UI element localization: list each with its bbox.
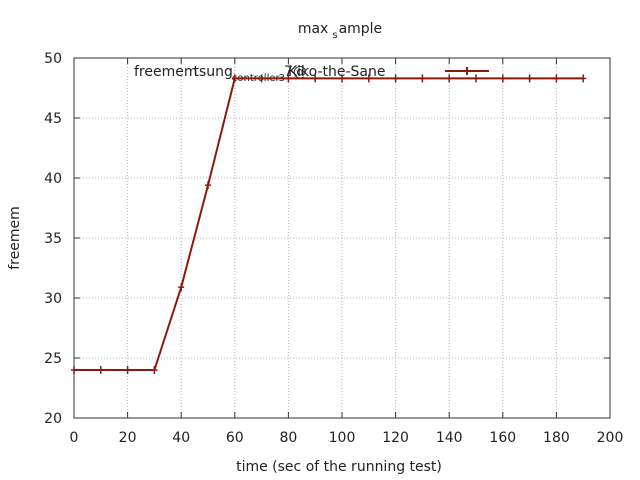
chart-title: max sample (298, 21, 382, 41)
data-point (97, 366, 104, 374)
x-tick-label: 100 (329, 430, 356, 446)
y-tick-label: 45 (44, 111, 62, 127)
data-point (151, 366, 158, 374)
data-point (419, 74, 426, 83)
y-tick-label: 25 (44, 351, 62, 367)
data-point (339, 74, 345, 83)
data-point (178, 283, 185, 292)
x-tick-label: 60 (226, 430, 244, 446)
y-axis-label: freemem (7, 206, 23, 270)
data-point (71, 366, 77, 374)
data-point (392, 74, 399, 83)
x-tick-label: 200 (597, 430, 624, 446)
y-tick-label: 40 (44, 171, 62, 187)
data-point (446, 74, 453, 83)
y-axis: 20 25 30 35 40 45 50 (44, 51, 610, 427)
data-point (231, 74, 238, 83)
x-axis: 0 20 40 60 80 100 120 140 160 180 200 (70, 58, 624, 446)
data-point (258, 74, 265, 83)
y-tick-label: 35 (44, 231, 62, 247)
y-tick-label: 20 (44, 411, 62, 427)
x-tick-label: 0 (70, 430, 79, 446)
y-tick-label: 30 (44, 291, 62, 307)
x-tick-label: 140 (436, 430, 463, 446)
x-axis-label: time (sec of the running test) (236, 459, 442, 475)
data-point (365, 74, 372, 83)
x-tick-label: 80 (279, 430, 297, 446)
x-tick-label: 120 (382, 430, 409, 446)
legend-label: freememtsungcontroller37@Kiko-the-Sane (134, 64, 385, 84)
data-point (526, 74, 533, 83)
x-tick-label: 180 (543, 430, 570, 446)
x-tick-label: 20 (119, 430, 137, 446)
x-tick-label: 160 (489, 430, 516, 446)
grid-lines (74, 58, 610, 418)
data-point (473, 74, 479, 83)
data-point (285, 74, 292, 83)
x-tick-label: 40 (172, 430, 190, 446)
data-point (580, 74, 587, 83)
data-point (553, 74, 560, 83)
y-tick-label: 50 (44, 51, 62, 67)
legend: freememtsungcontroller37@Kiko-the-Sane (134, 64, 489, 84)
data-point (124, 366, 131, 374)
data-point (312, 74, 319, 83)
series-line (74, 77, 584, 371)
data-point (499, 74, 506, 83)
series-freemem (71, 74, 587, 374)
data-point (205, 181, 211, 190)
